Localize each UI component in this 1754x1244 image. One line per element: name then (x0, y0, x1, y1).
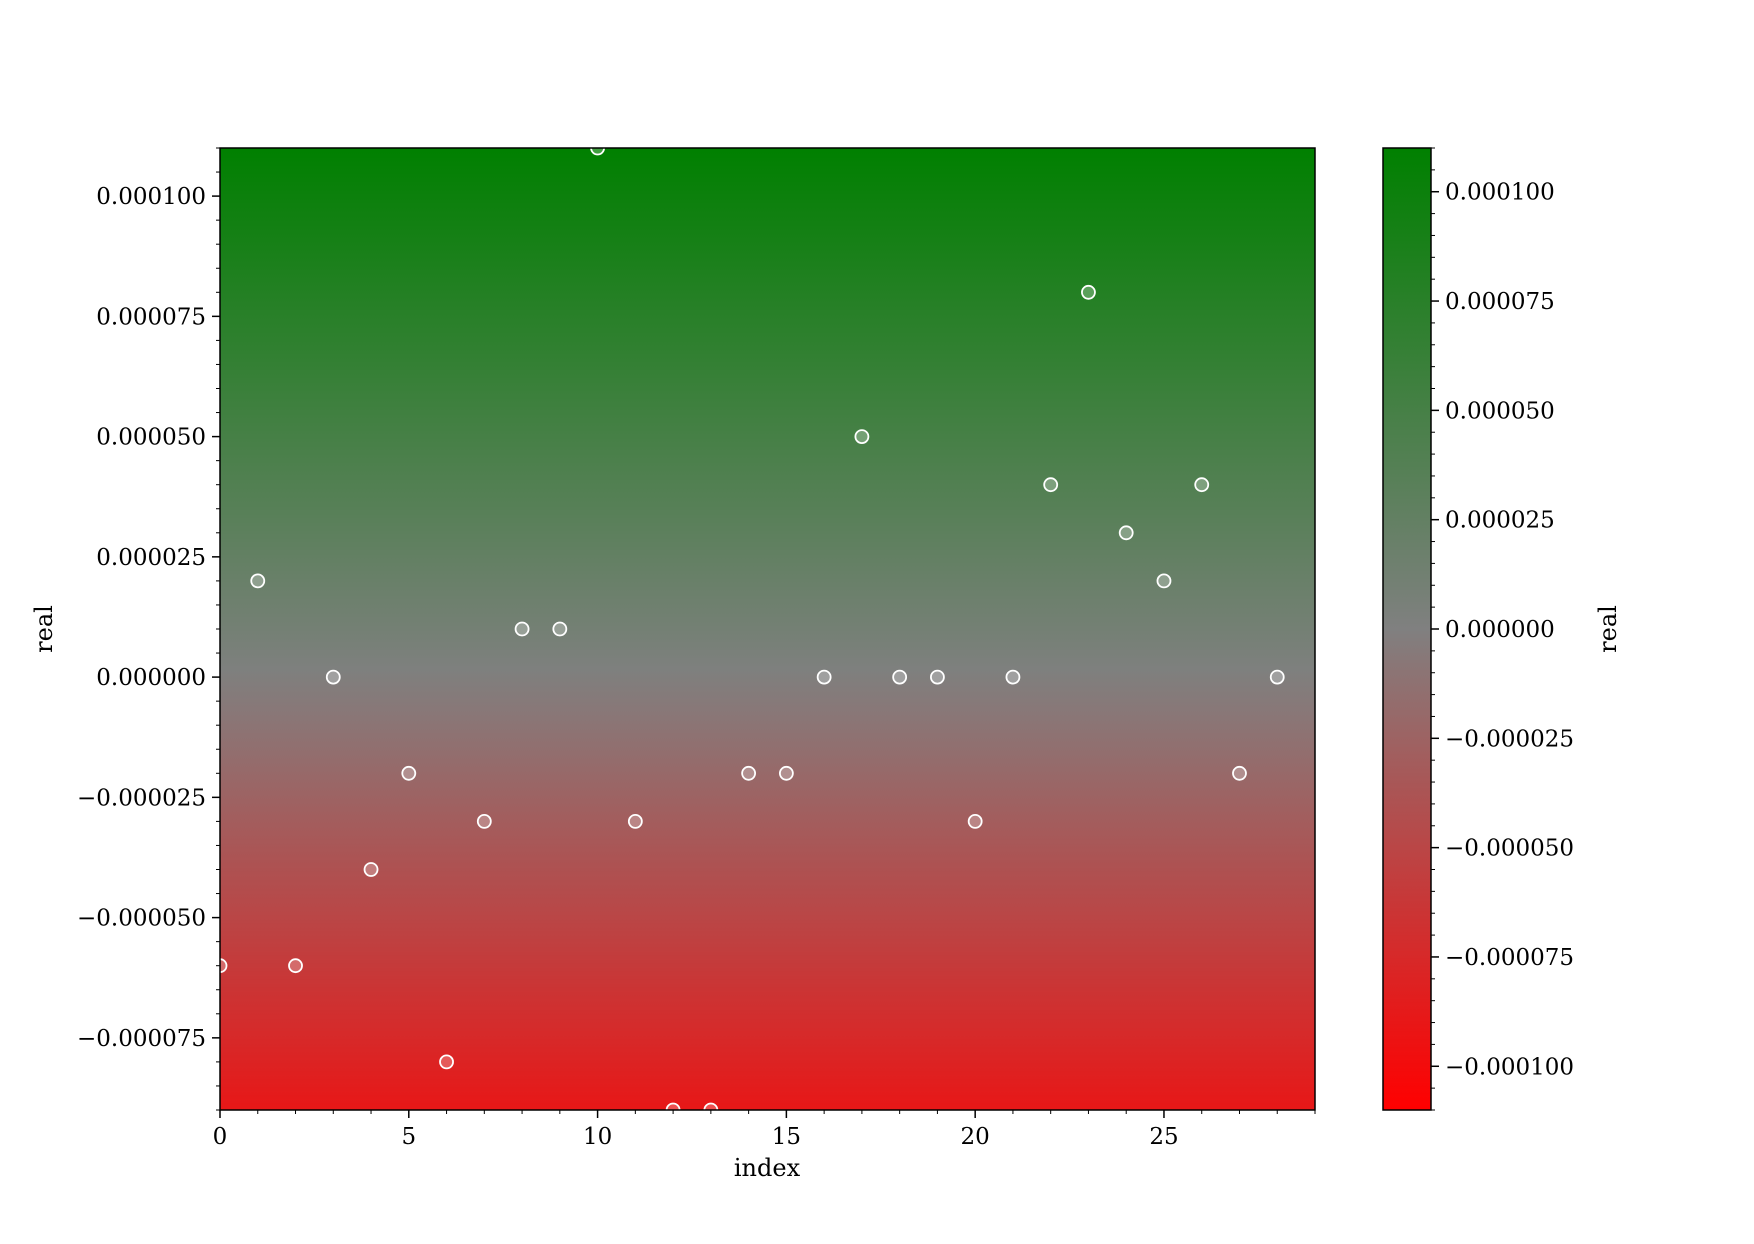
scatter-point (220, 958, 228, 974)
y-tick-label: 0.000000 (96, 665, 206, 691)
scatter-point (476, 814, 492, 829)
colorbar-tick-label: −0.000025 (1445, 726, 1574, 752)
scatter-point (1081, 284, 1096, 300)
scatter-point (439, 1054, 454, 1070)
scatter-point (892, 669, 908, 685)
scatter-point (514, 621, 530, 637)
y-tick-label: 0.000025 (96, 545, 206, 571)
scatter-point (778, 765, 794, 781)
scatter-point (703, 1102, 719, 1110)
scatter-point (325, 669, 341, 685)
x-tick-label: 0 (213, 1124, 228, 1150)
colorbar-axis: −0.000100 −0.000075 −0.000050 −0.000025 0.00… (1431, 147, 1574, 1111)
x-tick-label: 5 (401, 1124, 416, 1150)
scatter-point (552, 621, 568, 637)
y-tick-label: 0.000075 (96, 304, 206, 330)
x-tick-label: 20 (961, 1124, 990, 1150)
x-tick-label: 25 (1149, 1124, 1178, 1150)
scatter-point (930, 669, 945, 685)
scatter-point (1269, 669, 1285, 685)
colorbar-label: real (1594, 605, 1622, 653)
y-axis: −0.000075 −0.000050 −0.000025 0.000000 0.000… (77, 147, 220, 1111)
scatter-point (967, 814, 983, 829)
scatter-point (665, 1102, 681, 1110)
y-tick-label: −0.000075 (77, 1026, 206, 1052)
scatter-point (627, 814, 643, 829)
x-axis: 0 5 10 15 20 25 (213, 1110, 1316, 1150)
scatter-point (1194, 477, 1210, 493)
scatter-point (1232, 765, 1247, 781)
colorbar-tick-label: 0.000075 (1445, 289, 1555, 315)
scatter-point (1005, 669, 1021, 685)
colorbar-tick-label: −0.000100 (1445, 1054, 1574, 1080)
scatter-point (401, 765, 417, 781)
colorbar-tick-label: 0.000025 (1445, 508, 1555, 534)
y-tick-label: 0.000050 (96, 425, 206, 451)
y-tick-label: 0.000100 (96, 184, 206, 210)
scatter-point (590, 148, 605, 156)
y-axis-label: real (30, 605, 58, 653)
x-axis-label: index (734, 1154, 801, 1182)
scatter-point (363, 862, 379, 877)
scatter-point (741, 765, 757, 781)
scatter-point (816, 669, 832, 685)
x-tick-label: 15 (772, 1124, 801, 1150)
plot-area (220, 148, 1315, 1110)
scatter-point (854, 429, 870, 445)
scatter-point (1118, 525, 1134, 541)
scatter-point (288, 958, 303, 974)
colorbar-tick-label: 0.000050 (1445, 398, 1555, 424)
scatter-point (250, 573, 266, 589)
colorbar (1382, 147, 1432, 1111)
colorbar-tick-label: −0.000075 (1445, 945, 1574, 971)
colorbar-tick-label: 0.000100 (1445, 180, 1555, 206)
scatter-points (220, 148, 1285, 1110)
y-tick-label: −0.000050 (77, 906, 206, 932)
colorbar-tick-label: 0.000000 (1445, 617, 1555, 643)
scatter-point (1156, 573, 1172, 589)
colorbar-tick-label: −0.000050 (1445, 836, 1574, 862)
scatter-point (1043, 477, 1059, 493)
y-tick-label: −0.000025 (77, 785, 206, 811)
x-tick-label: 10 (583, 1124, 612, 1150)
